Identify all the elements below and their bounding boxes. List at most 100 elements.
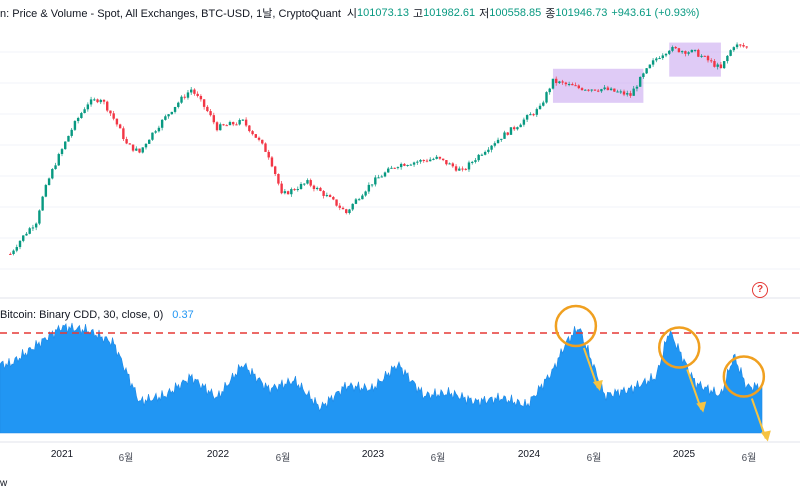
- candle-body: [377, 177, 380, 179]
- x-tick-label: 6월: [741, 453, 757, 464]
- candle-body: [138, 148, 141, 153]
- candle-body: [351, 203, 354, 210]
- candle-body: [70, 129, 73, 136]
- candle-body: [745, 46, 748, 48]
- help-icon[interactable]: ?: [752, 282, 768, 298]
- candle-body: [632, 88, 635, 96]
- candle-body: [642, 73, 645, 77]
- candle-body: [241, 119, 245, 121]
- candle-body: [73, 121, 77, 130]
- candle-body: [471, 161, 474, 163]
- x-tick-label: 2022: [206, 449, 230, 460]
- candle-body: [257, 137, 261, 140]
- candle-body: [396, 167, 400, 169]
- candle-body: [732, 47, 736, 51]
- x-tick-label: 2024: [517, 449, 541, 460]
- watermark: w: [0, 478, 8, 489]
- candle-body: [435, 156, 438, 159]
- candle-body: [474, 160, 477, 162]
- candle-body: [267, 151, 270, 158]
- arrow-head-2: [696, 401, 707, 413]
- candle-body: [128, 143, 132, 145]
- candle-body: [609, 88, 613, 91]
- open-value: 101073.13: [357, 7, 409, 19]
- candle-body: [270, 157, 274, 167]
- candle-body: [367, 184, 371, 192]
- candle-body: [493, 143, 497, 146]
- candle-body: [57, 154, 60, 166]
- candle-body: [542, 102, 545, 106]
- candle-body: [170, 111, 174, 115]
- candle-body: [697, 49, 700, 57]
- candle-body: [183, 96, 186, 98]
- candle-body: [354, 199, 358, 204]
- low-label: 저: [479, 8, 490, 20]
- candle-body: [600, 89, 603, 92]
- peak-circle-3: [722, 355, 766, 398]
- candle-body: [645, 68, 648, 74]
- candle-body: [500, 138, 503, 140]
- candle-body: [674, 47, 677, 49]
- candle-body: [545, 92, 548, 103]
- candle-body: [348, 209, 351, 214]
- candle-body: [235, 124, 238, 126]
- time-axis[interactable]: 2021 6월 2022 6월 2023 6월 2024 6월 2025 6월: [0, 449, 800, 465]
- candle-body: [658, 58, 661, 60]
- candle-body: [222, 124, 225, 126]
- candle-body: [209, 111, 212, 116]
- candle-body: [215, 122, 219, 131]
- candle-body: [361, 195, 364, 200]
- candle-body: [290, 189, 293, 195]
- candle-body: [303, 183, 306, 185]
- candle-body: [18, 240, 22, 248]
- candle-body: [25, 233, 28, 236]
- high-label: 고: [413, 8, 424, 20]
- x-tick-label: 6월: [275, 453, 291, 464]
- candle-body: [212, 115, 216, 123]
- candle-body: [558, 81, 561, 84]
- down-arrow-3: [750, 398, 767, 439]
- x-tick-label: 6월: [430, 453, 446, 464]
- candle-body: [238, 120, 241, 125]
- candle-body: [122, 128, 125, 140]
- candle-body: [231, 122, 235, 125]
- candle-body: [525, 115, 529, 120]
- candle-body: [154, 131, 157, 133]
- candle-body: [357, 199, 361, 201]
- highlight-box-1: [552, 68, 644, 103]
- candle-body: [664, 53, 668, 56]
- candle-body: [157, 127, 161, 132]
- down-arrow-1: [582, 347, 599, 389]
- candle-body: [28, 228, 31, 234]
- candle-body: [118, 124, 122, 129]
- candle-body: [202, 99, 206, 107]
- candle-body: [293, 189, 296, 191]
- candle-body: [616, 91, 619, 93]
- candle-body: [671, 47, 674, 51]
- highlight-box-2: [669, 42, 721, 77]
- candle-body: [315, 187, 319, 190]
- candle-body: [680, 51, 684, 53]
- candle-body: [554, 78, 558, 84]
- candle-body: [86, 104, 90, 110]
- candle-body: [567, 84, 571, 86]
- candle-body: [403, 163, 406, 166]
- candle-body: [387, 168, 390, 173]
- candle-body: [538, 105, 542, 110]
- candle-body: [144, 143, 148, 148]
- candle-body: [651, 60, 655, 65]
- candle-body: [93, 99, 96, 101]
- indicator-legend[interactable]: Bitcoin: Binary CDD, 30, close, 0) 0.37: [0, 309, 194, 321]
- candle-body: [742, 45, 745, 47]
- candle-body: [341, 207, 345, 210]
- candle-body: [60, 149, 64, 155]
- candle-body: [509, 127, 513, 135]
- candle-body: [374, 177, 377, 185]
- candle-body: [613, 88, 616, 92]
- candle-body: [603, 87, 606, 90]
- candle-body: [299, 184, 303, 190]
- candle-body: [513, 127, 516, 130]
- candle-body: [700, 55, 703, 57]
- candle-body: [335, 199, 338, 206]
